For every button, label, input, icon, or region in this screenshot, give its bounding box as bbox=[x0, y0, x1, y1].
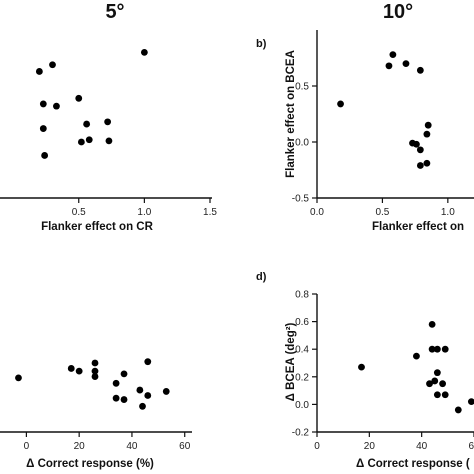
data-point bbox=[441, 391, 449, 399]
data-point bbox=[423, 130, 431, 138]
x-axis-title: Flanker effect on CR bbox=[41, 221, 154, 233]
y-tick-label: 0.6 bbox=[295, 317, 309, 328]
panel-c: 0 20 40 60 Δ Correct response (%) bbox=[0, 358, 192, 470]
data-point bbox=[104, 118, 112, 126]
data-point bbox=[416, 146, 424, 154]
data-point bbox=[77, 138, 85, 146]
data-point bbox=[120, 370, 128, 378]
data-point bbox=[136, 386, 144, 394]
x-axis-title: Δ Correct response ( bbox=[356, 458, 470, 470]
data-point bbox=[402, 60, 410, 67]
y-tick-label: 0.8 bbox=[295, 290, 309, 301]
data-point bbox=[337, 100, 344, 108]
data-point bbox=[139, 402, 146, 410]
data-point bbox=[49, 61, 56, 69]
y-tick-label: 0.5 bbox=[295, 82, 309, 93]
data-point bbox=[389, 51, 397, 59]
data-point bbox=[15, 374, 22, 382]
y-tick-label: 0.2 bbox=[295, 372, 309, 383]
x-axis-title: Δ Correct response (%) bbox=[26, 458, 154, 470]
data-point bbox=[120, 396, 128, 403]
x-tick-label: 0 bbox=[314, 441, 320, 452]
data-point bbox=[144, 358, 152, 366]
x-tick-label: 0.5 bbox=[72, 207, 86, 218]
data-point bbox=[385, 62, 393, 70]
data-point bbox=[85, 136, 93, 144]
data-point bbox=[112, 379, 120, 387]
x-tick-label: 1.0 bbox=[137, 207, 151, 218]
data-point bbox=[424, 121, 432, 129]
x-tick-label: 0 bbox=[24, 441, 30, 452]
data-point bbox=[35, 68, 43, 75]
y-tick-label: 0.0 bbox=[295, 138, 309, 149]
data-point bbox=[53, 102, 60, 110]
y-tick-label: -0.5 bbox=[292, 194, 310, 205]
data-point bbox=[39, 125, 47, 132]
data-point bbox=[105, 137, 113, 145]
y-tick-label: 0.0 bbox=[295, 400, 309, 411]
data-point bbox=[413, 140, 420, 148]
data-point bbox=[413, 352, 420, 360]
x-tick-label: 0.5 bbox=[375, 207, 389, 218]
data-point bbox=[428, 320, 436, 328]
data-point bbox=[454, 406, 462, 414]
data-point bbox=[441, 345, 449, 353]
data-point bbox=[140, 49, 148, 56]
data-point bbox=[423, 159, 431, 167]
data-point bbox=[41, 152, 49, 159]
data-point bbox=[91, 367, 99, 375]
data-point bbox=[431, 377, 439, 385]
data-point bbox=[433, 391, 441, 399]
x-axis-title: Flanker effect on bbox=[372, 221, 464, 233]
x-tick-label: 1.0 bbox=[441, 207, 455, 218]
x-tick-label: 20 bbox=[364, 441, 376, 452]
x-tick-label: 40 bbox=[126, 441, 138, 452]
y-tick-label: -0.2 bbox=[292, 428, 310, 439]
data-point bbox=[439, 380, 446, 388]
panel-d: 0 20 40 60 0.8 0.6 0.4 0.2 0.0 -0.2 Δ Correct resp… bbox=[256, 271, 474, 470]
data-point bbox=[433, 369, 441, 377]
x-tick-label: 60 bbox=[468, 441, 474, 452]
y-axis-title: Flanker effect on BCEA bbox=[285, 50, 297, 178]
data-point bbox=[433, 345, 441, 353]
data-point bbox=[162, 388, 170, 395]
data-point bbox=[416, 66, 424, 74]
data-point bbox=[75, 94, 83, 102]
data-point bbox=[144, 392, 152, 399]
data-point bbox=[428, 345, 436, 353]
x-tick-label: 0.0 bbox=[310, 207, 324, 218]
data-point bbox=[467, 398, 474, 406]
x-tick-label: 1.5 bbox=[203, 207, 217, 218]
y-axis-title: Δ BCEA (deg²) bbox=[285, 322, 297, 401]
x-tick-label: 60 bbox=[179, 441, 191, 452]
data-point bbox=[112, 394, 120, 402]
data-point bbox=[416, 162, 424, 169]
data-point bbox=[83, 120, 91, 128]
header-left: 5° bbox=[105, 1, 124, 23]
data-point bbox=[426, 380, 433, 388]
data-point bbox=[358, 363, 365, 371]
x-tick-label: 20 bbox=[74, 441, 86, 452]
data-point bbox=[75, 367, 83, 375]
data-point bbox=[67, 365, 75, 372]
y-tick-label: 0.4 bbox=[295, 345, 309, 356]
panel-letter: b) bbox=[256, 38, 267, 50]
x-tick-label: 40 bbox=[416, 441, 428, 452]
data-point bbox=[91, 359, 99, 367]
data-point bbox=[39, 100, 47, 108]
data-point bbox=[91, 373, 99, 380]
panel-a: 0.5 1.0 1.5 Flanker effect on CR bbox=[0, 49, 217, 233]
header-right: 10° bbox=[383, 1, 413, 23]
panel-letter: d) bbox=[256, 271, 267, 283]
